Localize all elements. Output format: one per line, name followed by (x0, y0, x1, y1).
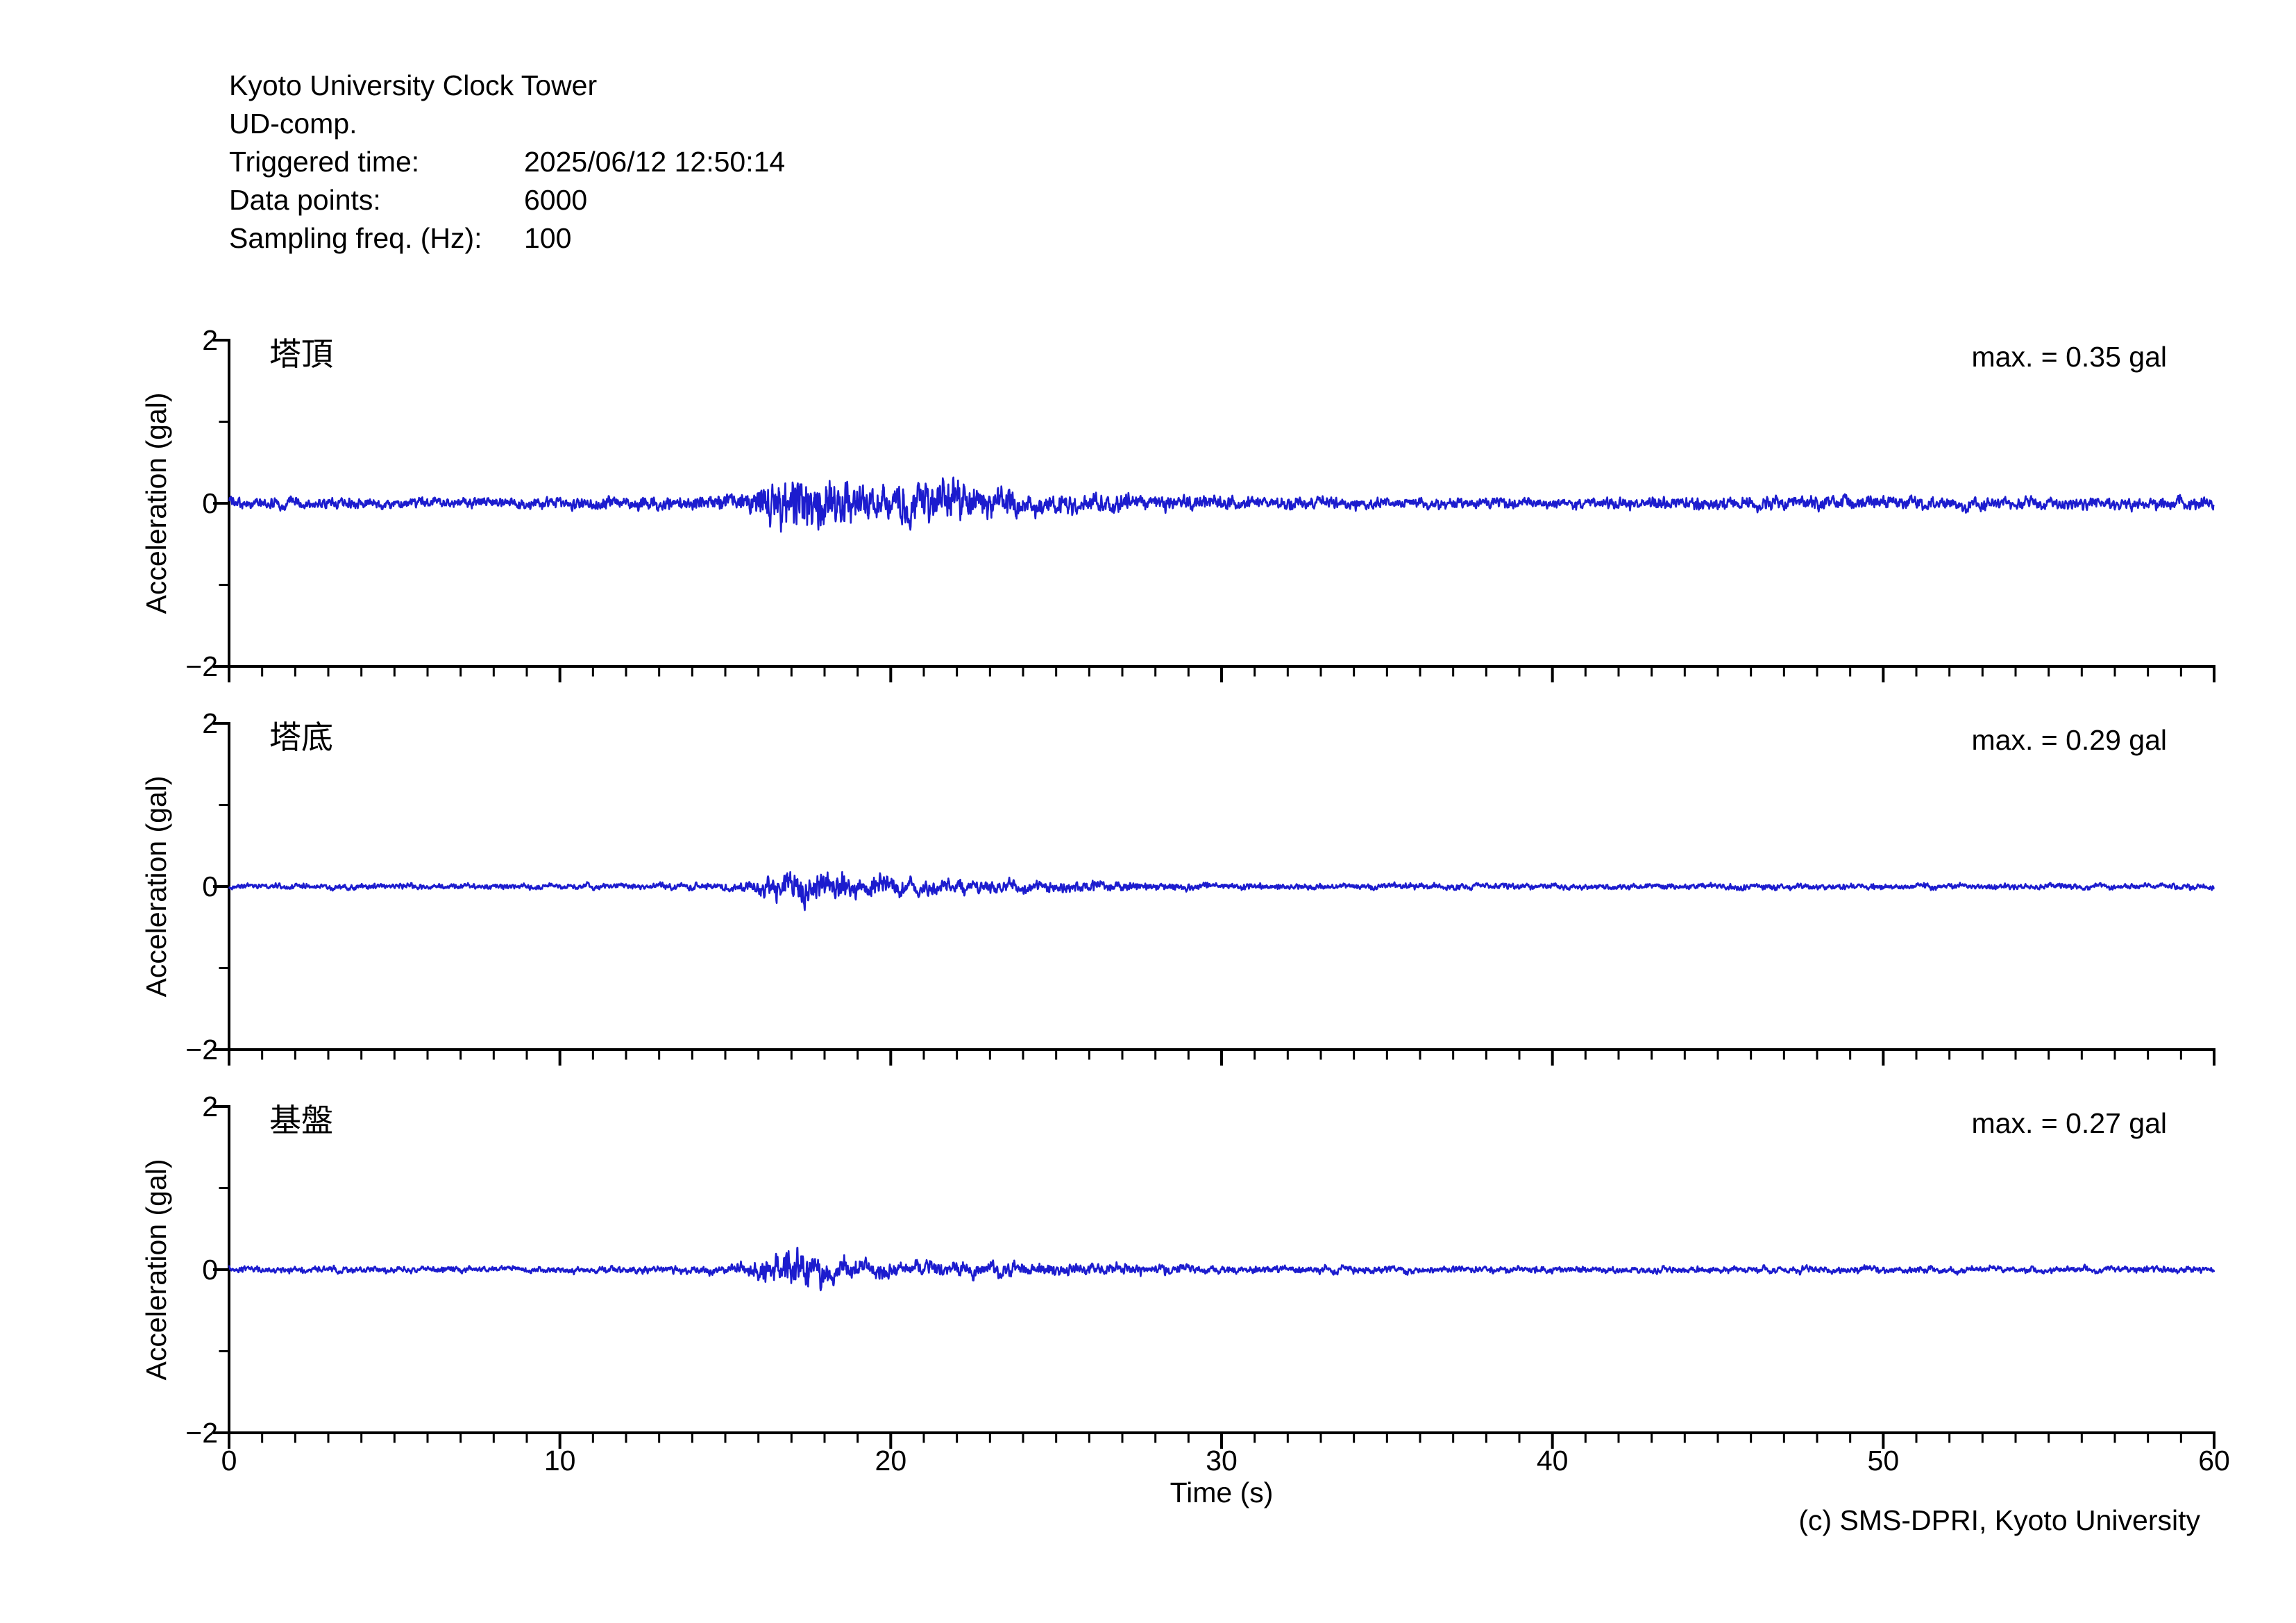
waveform-chart-tower-top (213, 339, 2215, 682)
y-tick-label: −2 (185, 650, 218, 682)
y-tick-label: −2 (185, 1417, 218, 1449)
seismic-trace (228, 1247, 2215, 1292)
series-label-tower-top: 塔頂 (269, 336, 333, 372)
max-value-bedrock: max. = 0.27 gal (1971, 1107, 2167, 1139)
x-tick-label: 0 (221, 1445, 237, 1477)
seismic-trace (228, 871, 2215, 911)
triggered-time-row: Triggered time: 2025/06/12 12:50:14 (229, 143, 785, 181)
site-name: Kyoto University Clock Tower (229, 69, 598, 101)
data-points-label: Data points: (229, 184, 381, 216)
y-tick-label: 0 (202, 487, 218, 519)
x-axis-title: Time (s) (1170, 1477, 1274, 1508)
x-tick-label: 50 (1867, 1445, 1900, 1477)
max-value-tower-top: max. = 0.35 gal (1971, 341, 2167, 373)
y-tick-label: 2 (202, 1091, 218, 1122)
y-tick-label: −2 (185, 1034, 218, 1066)
component-name: UD-comp. (229, 108, 357, 140)
series-label-bedrock: 基盤 (269, 1102, 333, 1138)
x-tick-label: 40 (1536, 1445, 1569, 1477)
seismic-trace (228, 476, 2215, 533)
triggered-time-label: Triggered time: (229, 146, 420, 178)
x-axis-tick-labels: 0 10 20 30 40 50 60 (221, 1444, 2230, 1477)
x-tick-label: 30 (1206, 1445, 1238, 1477)
sampling-freq-value: 100 (524, 222, 572, 254)
waveform-chart-tower-base (213, 722, 2215, 1066)
waveform-chart-bedrock (213, 1105, 2215, 1449)
copyright-credit: (c) SMS-DPRI, Kyoto University (1798, 1504, 2200, 1536)
data-points-value: 6000 (524, 184, 588, 216)
series-label-tower-base: 塔底 (269, 719, 333, 755)
sampling-freq-row: Sampling freq. (Hz): 100 (229, 219, 785, 258)
y-tick-label: 0 (202, 1254, 218, 1286)
x-tick-label: 60 (2198, 1445, 2230, 1477)
max-value-tower-base: max. = 0.29 gal (1971, 724, 2167, 756)
x-tick-label: 10 (543, 1445, 576, 1477)
y-tick-label: 0 (202, 871, 218, 902)
x-tick-label: 20 (875, 1445, 907, 1477)
sampling-freq-label: Sampling freq. (Hz): (229, 222, 482, 254)
header-block: Kyoto University Clock Tower UD-comp. Tr… (229, 67, 785, 258)
data-points-row: Data points: 6000 (229, 181, 785, 219)
y-tick-label: 2 (202, 324, 218, 356)
y-tick-label: 2 (202, 707, 218, 739)
triggered-time-value: 2025/06/12 12:50:14 (524, 146, 786, 178)
